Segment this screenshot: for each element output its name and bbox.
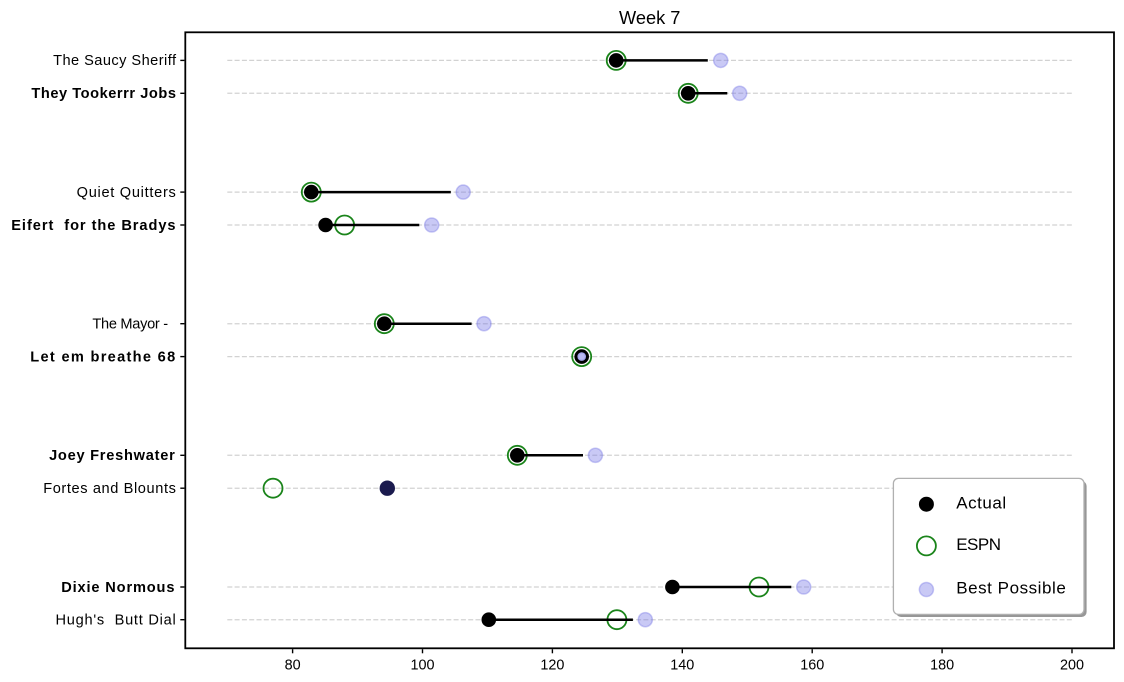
svg-text:140: 140 — [670, 657, 694, 673]
svg-text:The Saucy Sheriff: The Saucy Sheriff — [53, 53, 177, 69]
svg-text:Joey Freshwater: Joey Freshwater — [49, 448, 175, 464]
svg-text:ESPN: ESPN — [956, 535, 1000, 554]
svg-text:Eifert for the Bradys: Eifert for the Bradys — [11, 218, 176, 234]
svg-text:The Mayor -: The Mayor - — [92, 317, 168, 333]
svg-text:100: 100 — [410, 657, 434, 673]
svg-text:Best Possible: Best Possible — [956, 579, 1066, 598]
svg-text:Quiet Quitters: Quiet Quitters — [77, 185, 177, 201]
svg-text:80: 80 — [285, 657, 301, 673]
svg-text:Let em breathe 68: Let em breathe 68 — [30, 349, 176, 365]
svg-text:120: 120 — [540, 657, 564, 673]
svg-text:180: 180 — [930, 657, 954, 673]
svg-text:Hugh's Butt Dial: Hugh's Butt Dial — [56, 613, 177, 629]
svg-text:They Tookerrr Jobs: They Tookerrr Jobs — [31, 86, 176, 102]
svg-text:Dixie Normous: Dixie Normous — [61, 580, 175, 596]
svg-text:160: 160 — [800, 657, 824, 673]
svg-text:Fortes and Blounts: Fortes and Blounts — [43, 481, 176, 497]
svg-text:200: 200 — [1060, 657, 1084, 673]
svg-text:Week 7: Week 7 — [619, 8, 680, 28]
svg-text:Actual: Actual — [956, 493, 1007, 512]
